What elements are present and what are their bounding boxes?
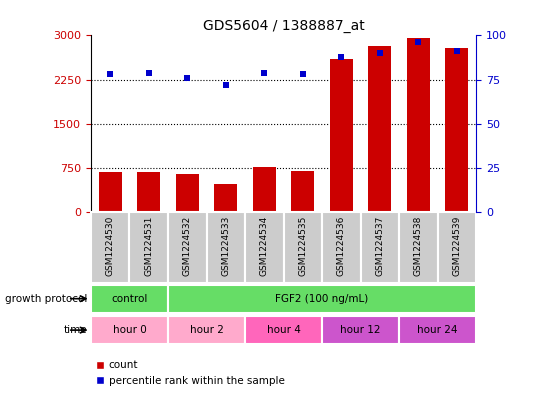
Text: hour 0: hour 0 — [112, 325, 147, 335]
Text: control: control — [111, 294, 148, 304]
Point — [221, 82, 230, 88]
Bar — [407, 38, 430, 212]
Point — [260, 69, 269, 75]
Bar — [322, 212, 361, 283]
Bar — [399, 212, 438, 283]
Point — [144, 69, 153, 75]
Bar — [399, 316, 476, 344]
Bar — [129, 212, 168, 283]
Bar — [322, 316, 399, 344]
Bar — [137, 171, 160, 212]
Bar — [168, 212, 207, 283]
Bar — [445, 48, 469, 212]
Text: GSM1224530: GSM1224530 — [106, 216, 114, 276]
Point — [376, 50, 384, 56]
Text: GSM1224536: GSM1224536 — [337, 216, 346, 276]
Text: hour 12: hour 12 — [340, 325, 381, 335]
Text: growth protocol: growth protocol — [5, 294, 87, 304]
Bar — [98, 172, 122, 212]
Bar — [168, 316, 245, 344]
Text: GSM1224539: GSM1224539 — [453, 216, 461, 276]
Point — [414, 39, 423, 46]
Bar — [214, 184, 238, 212]
Bar — [207, 212, 245, 283]
Text: GSM1224534: GSM1224534 — [260, 216, 269, 276]
Point — [453, 48, 461, 54]
Text: hour 2: hour 2 — [189, 325, 224, 335]
Text: FGF2 (100 ng/mL): FGF2 (100 ng/mL) — [276, 294, 369, 304]
Bar — [368, 46, 392, 212]
Bar — [284, 212, 322, 283]
Text: GSM1224535: GSM1224535 — [299, 216, 307, 276]
Point — [106, 71, 114, 77]
Text: hour 24: hour 24 — [417, 325, 458, 335]
Point — [337, 53, 346, 60]
Bar — [253, 167, 276, 212]
Point — [183, 75, 192, 81]
Bar — [438, 212, 476, 283]
Text: GSM1224531: GSM1224531 — [144, 216, 153, 276]
Bar — [245, 316, 322, 344]
Point — [299, 71, 307, 77]
Bar — [91, 316, 168, 344]
Text: GSM1224537: GSM1224537 — [376, 216, 384, 276]
Bar — [291, 171, 315, 212]
Title: GDS5604 / 1388887_at: GDS5604 / 1388887_at — [203, 19, 364, 33]
Text: GSM1224533: GSM1224533 — [221, 216, 230, 276]
Bar — [361, 212, 399, 283]
Text: GSM1224532: GSM1224532 — [183, 216, 192, 276]
Legend: count, percentile rank within the sample: count, percentile rank within the sample — [96, 360, 285, 386]
Bar — [91, 212, 129, 283]
Text: time: time — [64, 325, 87, 335]
Bar — [168, 285, 476, 313]
Bar — [330, 59, 353, 212]
Text: hour 4: hour 4 — [266, 325, 301, 335]
Bar — [245, 212, 284, 283]
Bar — [91, 285, 168, 313]
Text: GSM1224538: GSM1224538 — [414, 216, 423, 276]
Bar — [175, 174, 199, 212]
